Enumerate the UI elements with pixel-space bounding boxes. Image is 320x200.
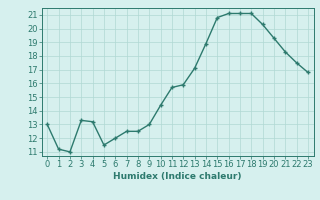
X-axis label: Humidex (Indice chaleur): Humidex (Indice chaleur) [113, 172, 242, 181]
